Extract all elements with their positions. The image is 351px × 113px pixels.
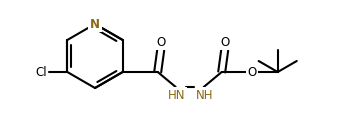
- Text: NH: NH: [196, 89, 213, 102]
- Text: O: O: [156, 36, 165, 49]
- Text: O: O: [247, 66, 256, 79]
- Text: O: O: [220, 36, 229, 49]
- Text: Cl: Cl: [36, 66, 47, 79]
- Text: N: N: [90, 18, 100, 31]
- Text: HN: HN: [168, 89, 185, 102]
